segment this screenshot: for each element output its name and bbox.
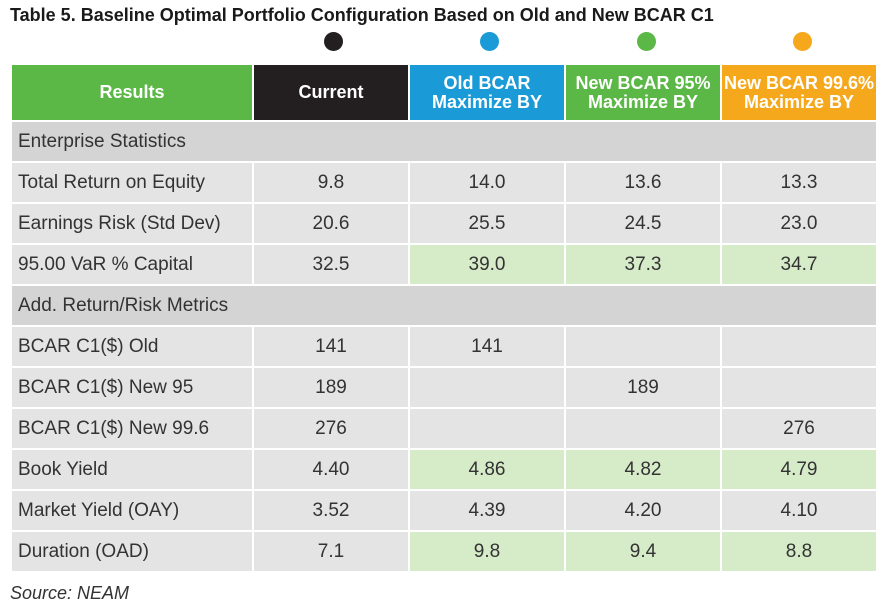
table-cell: 37.3: [564, 243, 722, 286]
table-row: Total Return on Equity 9.8 14.0 13.6 13.3: [10, 161, 878, 204]
table-cell: 4.82: [564, 448, 722, 491]
header-row: Results Current Old BCAR Maximize BY New…: [10, 63, 878, 122]
table-body: Enterprise Statistics Total Return on Equ…: [10, 120, 878, 573]
row-label: Earnings Risk (Std Dev): [10, 202, 254, 245]
table-cell: 13.6: [564, 161, 722, 204]
table-cell: 4.86: [408, 448, 566, 491]
table-cell: 276: [720, 407, 878, 450]
table-cell: 4.79: [720, 448, 878, 491]
source-note: Source: NEAM: [10, 583, 130, 603]
table-cell: [408, 366, 566, 409]
table-cell: 39.0: [408, 243, 566, 286]
table-cell: 276: [252, 407, 410, 450]
table-row: BCAR C1($) New 99.6 276 276: [10, 407, 878, 450]
header-line: Maximize BY: [431, 91, 543, 112]
section-label: Enterprise Statistics: [10, 120, 878, 163]
new-bcar-996-dot: [793, 32, 812, 51]
table-cell: 9.8: [252, 161, 410, 204]
table-cell: [720, 325, 878, 368]
row-label: Duration (OAD): [10, 530, 254, 573]
table-cell: [720, 366, 878, 409]
series-dots: [0, 32, 895, 52]
table-cell: 3.52: [252, 489, 410, 532]
header-line: New BCAR 95%: [575, 72, 711, 93]
table-cell: 8.8: [720, 530, 878, 573]
row-label: BCAR C1($) Old: [10, 325, 254, 368]
row-label: Book Yield: [10, 448, 254, 491]
header-line: Maximize BY: [587, 91, 699, 112]
table-cell: 34.7: [720, 243, 878, 286]
table-row: Market Yield (OAY) 3.52 4.39 4.20 4.10: [10, 489, 878, 532]
table-cell: [564, 407, 722, 450]
table-row: Earnings Risk (Std Dev) 20.6 25.5 24.5 23.0: [10, 202, 878, 245]
table-cell: 9.4: [564, 530, 722, 573]
new-bcar-95-dot: [637, 32, 656, 51]
table-row: BCAR C1($) New 95 189 189: [10, 366, 878, 409]
row-label: 95.00 VaR % Capital: [10, 243, 254, 286]
old-bcar-dot: [480, 32, 499, 51]
header-line: Current: [298, 82, 364, 102]
table-cell: 141: [252, 325, 410, 368]
table-cell: 4.40: [252, 448, 410, 491]
table-row: BCAR C1($) Old 141 141: [10, 325, 878, 368]
header-new-bcar-996: New BCAR 99.6% Maximize BY: [720, 63, 878, 122]
header-line: New BCAR 99.6%: [723, 72, 875, 93]
row-label: Total Return on Equity: [10, 161, 254, 204]
table-cell: 24.5: [564, 202, 722, 245]
table-cell: 4.39: [408, 489, 566, 532]
table-cell: 13.3: [720, 161, 878, 204]
table-row: Duration (OAD) 7.1 9.8 9.4 8.8: [10, 530, 878, 573]
section-label: Add. Return/Risk Metrics: [10, 284, 878, 327]
table-cell: 7.1: [252, 530, 410, 573]
row-label: Market Yield (OAY): [10, 489, 254, 532]
table-title: Table 5. Baseline Optimal Portfolio Conf…: [10, 5, 714, 25]
table-row: Book Yield 4.40 4.86 4.82 4.79: [10, 448, 878, 491]
table-cell: 189: [252, 366, 410, 409]
table-cell: [408, 407, 566, 450]
table-cell: 20.6: [252, 202, 410, 245]
table-cell: 25.5: [408, 202, 566, 245]
table-cell: 14.0: [408, 161, 566, 204]
table-cell: 4.20: [564, 489, 722, 532]
current-dot: [324, 32, 343, 51]
table-cell: 32.5: [252, 243, 410, 286]
portfolio-table: Results Current Old BCAR Maximize BY New…: [10, 63, 878, 573]
table-cell: 23.0: [720, 202, 878, 245]
table-cell: 9.8: [408, 530, 566, 573]
table-cell: 4.10: [720, 489, 878, 532]
header-line: Results: [99, 82, 165, 102]
row-label: BCAR C1($) New 95: [10, 366, 254, 409]
section-row: Enterprise Statistics: [10, 120, 878, 163]
header-old-bcar: Old BCAR Maximize BY: [408, 63, 566, 122]
table-cell: 189: [564, 366, 722, 409]
header-current: Current: [252, 63, 410, 122]
row-label: BCAR C1($) New 99.6: [10, 407, 254, 450]
table-cell: [564, 325, 722, 368]
table-row: 95.00 VaR % Capital 32.5 39.0 37.3 34.7: [10, 243, 878, 286]
table-cell: 141: [408, 325, 566, 368]
section-row: Add. Return/Risk Metrics: [10, 284, 878, 327]
header-line: Maximize BY: [743, 91, 855, 112]
header-line: Old BCAR: [443, 72, 531, 93]
header-results: Results: [10, 63, 254, 122]
header-new-bcar-95: New BCAR 95% Maximize BY: [564, 63, 722, 122]
